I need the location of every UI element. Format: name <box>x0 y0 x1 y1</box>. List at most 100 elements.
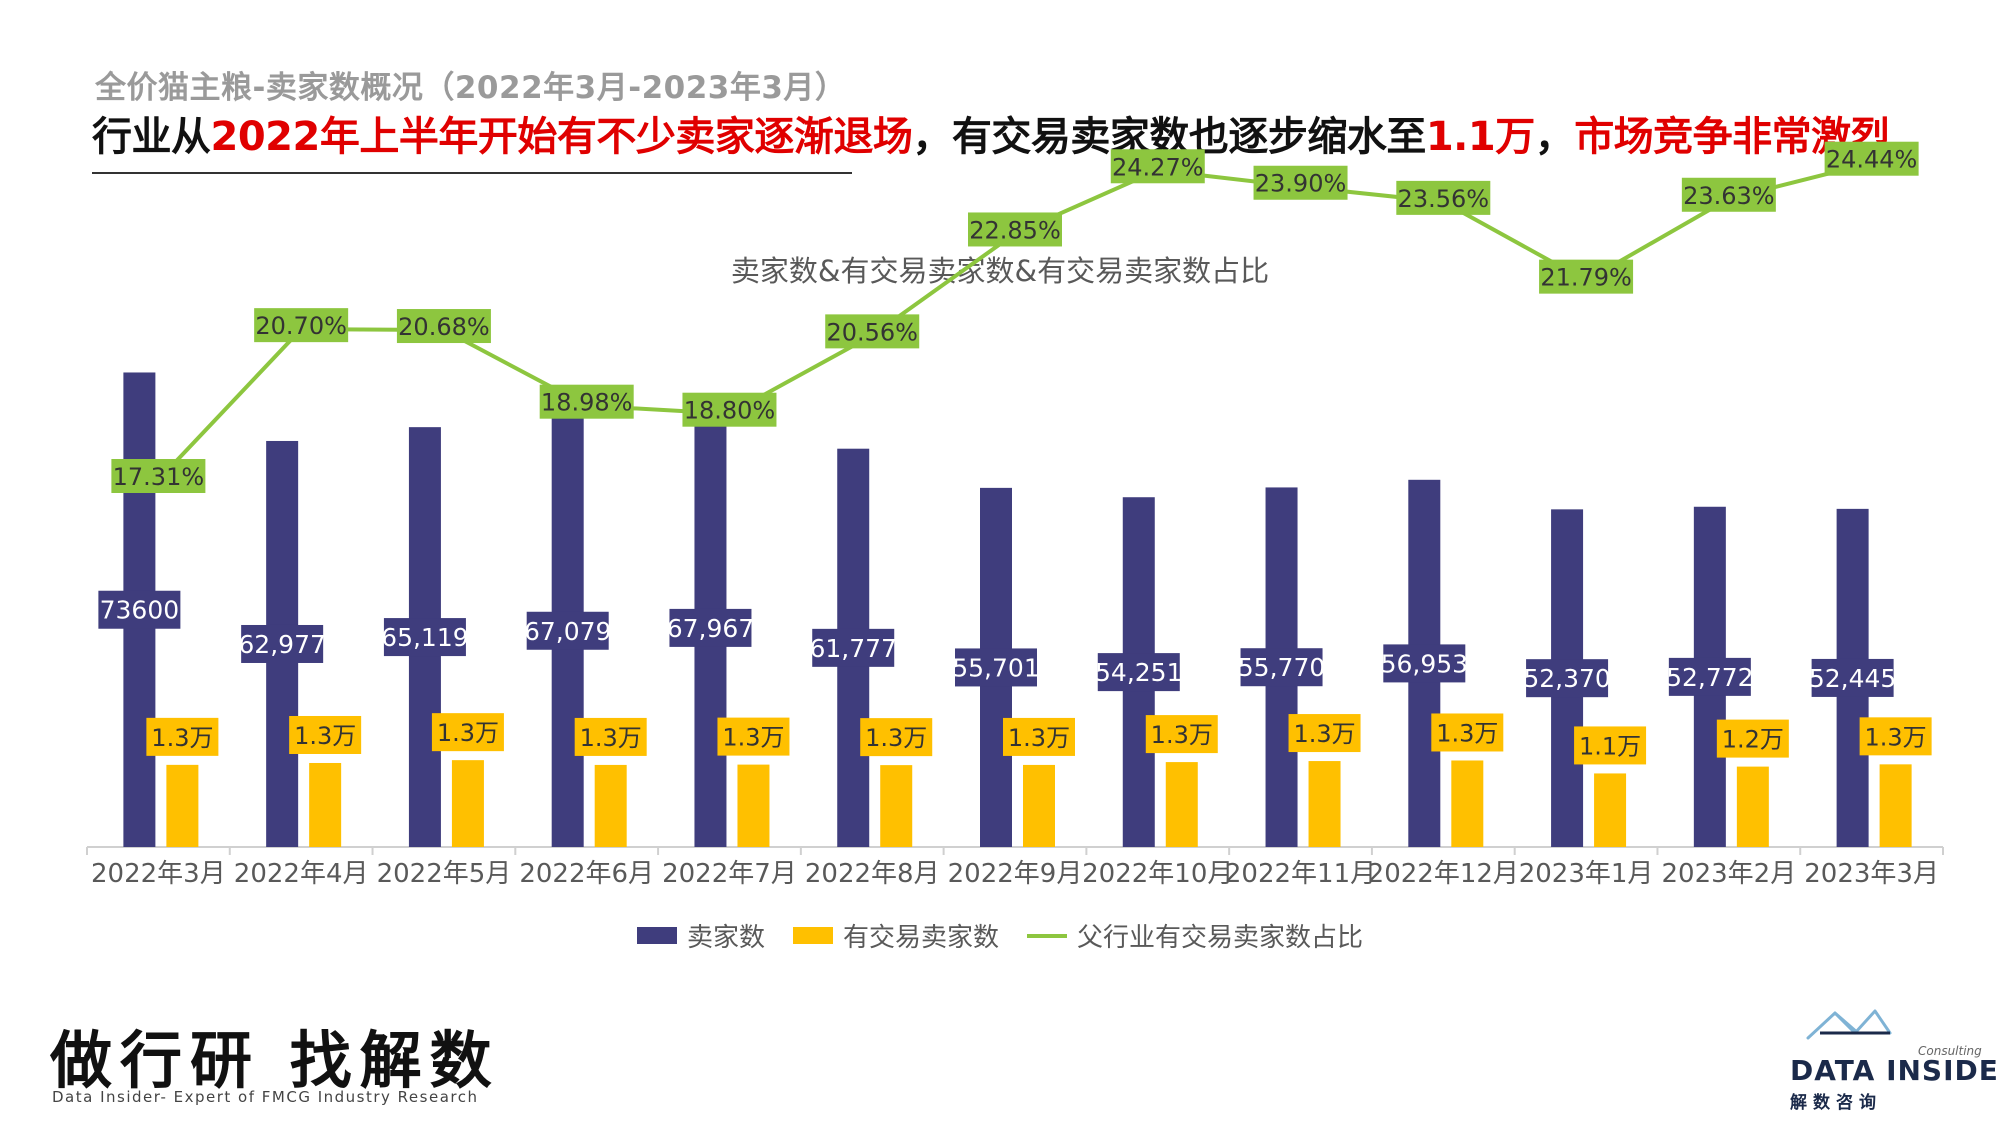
data-label-ratio: 23.90% <box>1255 170 1347 198</box>
data-label-box-trading-sellers <box>1574 726 1647 765</box>
legend-swatch-trading-sellers <box>792 927 833 944</box>
data-label-trading-sellers: 1.3万 <box>1293 720 1355 748</box>
data-label-trading-sellers: 1.3万 <box>580 724 642 752</box>
logo-cn: 解数咨询 <box>1790 1093 1882 1113</box>
legend-item-trading-sellers: 有交易卖家数 <box>792 917 999 954</box>
data-label-box-trading-sellers <box>1859 717 1932 756</box>
x-tick-label: 2022年12月 <box>1368 859 1519 889</box>
data-label-sellers: 52,445 <box>1809 664 1896 693</box>
page-headline: 行业从2022年上半年开始有不少卖家逐渐退场，有交易卖家数也逐步缩水至1.1万，… <box>92 104 1891 162</box>
data-label-box-ratio <box>396 309 491 344</box>
bar-trading-sellers <box>451 760 484 847</box>
legend-label-ratio: 父行业有交易卖家数占比 <box>1077 923 1364 953</box>
data-label-box-ratio <box>1681 177 1776 212</box>
bar-trading-sellers <box>737 764 770 847</box>
data-label-box-ratio <box>254 308 349 343</box>
chart-legend: 卖家数 有交易卖家数 父行业有交易卖家数占比 <box>0 917 2000 954</box>
bar-trading-sellers <box>1308 761 1341 847</box>
headline-part-2: 2022年上半年开始有不少卖家逐渐退场 <box>210 114 913 160</box>
footer-slogan: 做行研 找解数 <box>50 1024 500 1097</box>
combo-chart: 2022年3月 73600 1.3万 2022年4月 62,977 1.3万 2022年5月… <box>86 141 1944 889</box>
data-label-box-sellers <box>1811 658 1894 697</box>
bar-trading-sellers <box>1165 762 1198 847</box>
data-label-box-sellers <box>383 618 466 657</box>
headline-part-1: 行业从 <box>92 114 211 160</box>
data-insider-logo-icon <box>1806 1009 1892 1040</box>
data-label-box-ratio <box>825 314 920 349</box>
data-label-box-trading-sellers <box>1145 715 1218 754</box>
data-label-sellers: 52,772 <box>1666 663 1753 692</box>
data-label-box-trading-sellers <box>1716 719 1789 758</box>
data-label-box-ratio <box>539 384 634 419</box>
data-label-trading-sellers: 1.3万 <box>1436 719 1498 747</box>
data-label-box-trading-sellers <box>717 717 790 756</box>
x-tick-label: 2023年1月 <box>1519 859 1654 889</box>
data-label-trading-sellers: 1.3万 <box>865 724 927 752</box>
data-label-trading-sellers: 1.3万 <box>1008 724 1070 752</box>
data-label-box-sellers <box>241 624 324 663</box>
data-label-sellers: 54,251 <box>1095 658 1182 687</box>
data-label-ratio: 17.31% <box>113 463 205 491</box>
data-label-sellers: 61,777 <box>809 634 896 663</box>
data-label-trading-sellers: 1.3万 <box>294 722 356 750</box>
headline-part-5: ， <box>1534 114 1575 160</box>
legend-label-sellers: 卖家数 <box>686 923 765 953</box>
data-label-box-ratio <box>682 392 777 427</box>
x-tick-label: 2023年2月 <box>1661 859 1796 889</box>
data-label-box-ratio <box>1539 259 1634 294</box>
data-label-ratio: 18.98% <box>541 389 633 417</box>
data-label-sellers: 73600 <box>100 596 180 625</box>
data-label-box-trading-sellers <box>860 718 933 757</box>
data-label-box-trading-sellers <box>1003 717 1075 756</box>
bar-trading-sellers <box>1736 766 1769 847</box>
data-label-sellers: 56,953 <box>1381 649 1468 678</box>
x-tick-label: 2022年3月 <box>91 859 226 889</box>
page-subtitle: 全价猫主粮-卖家数概况（2022年3月-2023年3月） <box>95 70 847 106</box>
bar-trading-sellers <box>880 765 913 847</box>
x-tick-label: 2022年5月 <box>377 859 512 889</box>
data-label-ratio: 20.68% <box>398 313 490 341</box>
bar-trading-sellers <box>1451 760 1484 847</box>
data-label-box-sellers <box>526 611 609 650</box>
bar-trading-sellers <box>594 764 627 847</box>
data-label-ratio: 21.79% <box>1540 264 1632 292</box>
bar-trading-sellers <box>1023 764 1055 847</box>
data-label-box-trading-sellers <box>289 715 362 754</box>
data-label-box-trading-sellers <box>574 717 647 756</box>
x-tick-label: 2022年7月 <box>662 859 797 889</box>
data-label-trading-sellers: 1.3万 <box>722 724 784 752</box>
data-label-box-sellers <box>812 628 895 667</box>
data-label-box-sellers <box>1240 648 1323 687</box>
data-label-ratio: 20.56% <box>826 318 918 346</box>
data-label-ratio: 22.85% <box>969 216 1061 244</box>
bar-trading-sellers <box>1879 764 1912 847</box>
data-label-box-ratio <box>1824 141 1919 176</box>
data-label-box-ratio <box>1253 165 1348 200</box>
legend-swatch-ratio <box>1027 933 1067 938</box>
data-label-trading-sellers: 1.1万 <box>1579 732 1641 760</box>
data-label-box-sellers <box>1668 657 1751 696</box>
data-label-box-sellers <box>1097 653 1180 692</box>
data-label-box-ratio <box>1396 180 1491 215</box>
data-label-box-sellers <box>98 590 181 629</box>
data-label-box-trading-sellers <box>1431 713 1504 752</box>
data-label-trading-sellers: 1.3万 <box>437 719 499 747</box>
data-label-box-ratio <box>1110 149 1205 184</box>
data-label-box-sellers <box>669 608 752 647</box>
data-label-sellers: 55,770 <box>1238 653 1325 682</box>
chart-title: 卖家数&有交易卖家数&有交易卖家数占比 <box>730 254 1270 288</box>
headline-underline <box>92 172 852 174</box>
data-label-sellers: 62,977 <box>238 630 325 659</box>
x-tick-label: 2022年6月 <box>519 859 654 889</box>
data-label-trading-sellers: 1.3万 <box>1865 723 1927 751</box>
bar-trading-sellers <box>166 764 199 847</box>
data-label-ratio: 24.44% <box>1826 146 1918 174</box>
x-tick-label: 2022年4月 <box>234 859 369 889</box>
x-tick-label: 2022年10月 <box>1082 859 1233 889</box>
x-tick-label: 2022年11月 <box>1225 859 1376 889</box>
data-label-sellers: 67,967 <box>667 614 754 643</box>
bar-trading-sellers <box>309 762 342 847</box>
logo-name: DATA INSIDER <box>1790 1054 2000 1087</box>
data-label-ratio: 20.70% <box>255 312 347 340</box>
x-tick-label: 2022年8月 <box>805 859 940 889</box>
